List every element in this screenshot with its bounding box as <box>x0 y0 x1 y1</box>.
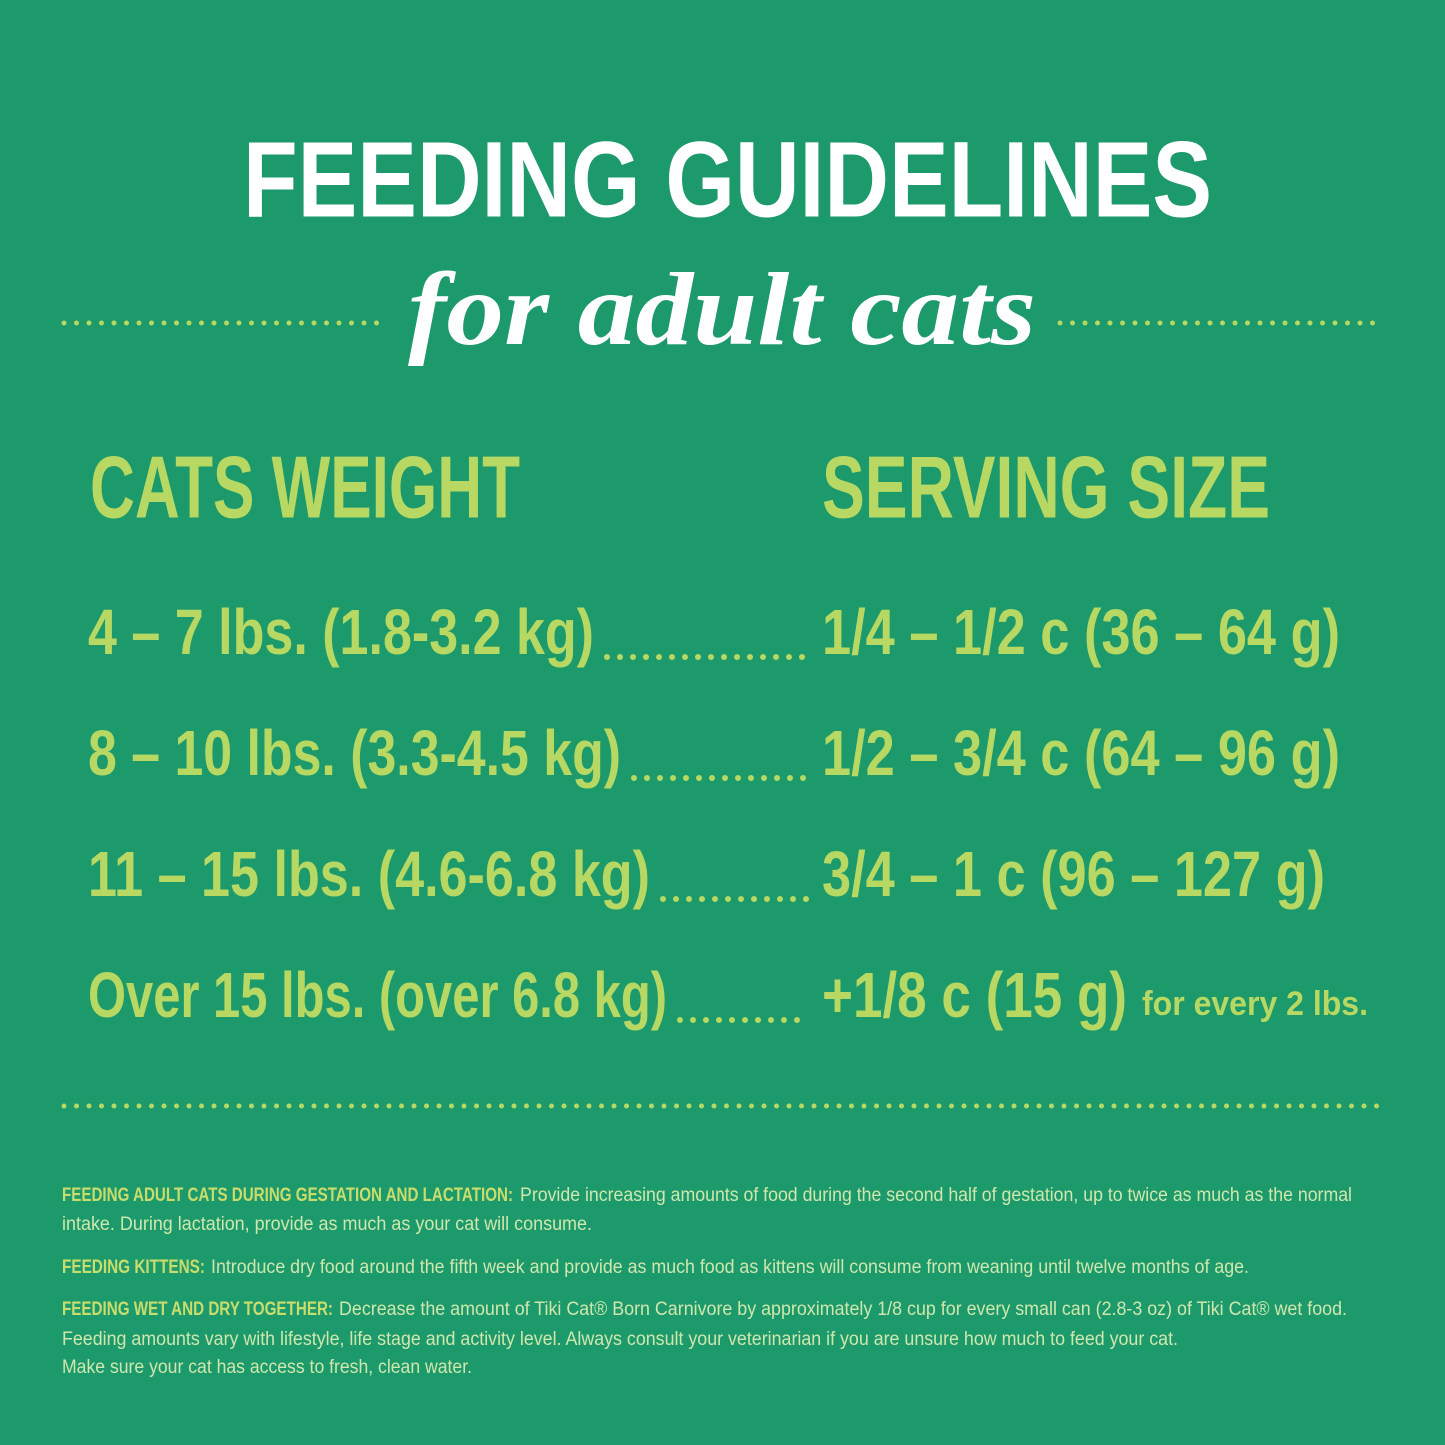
note-text: Make sure your cat has access to fresh, … <box>62 1357 472 1378</box>
note-text: Feeding amounts vary with lifestyle, lif… <box>62 1329 1178 1350</box>
note-label: FEEDING KITTENS: <box>62 1257 205 1278</box>
note-text: intake. During lactation, provide as muc… <box>62 1214 592 1235</box>
column-header: CATS WEIGHT <box>90 437 520 536</box>
column-header: SERVING SIZE <box>822 437 1270 536</box>
serving: 3/4 – 1 c (96 – 127 g) <box>822 838 1325 910</box>
subtitle: for adult cats <box>408 252 1036 367</box>
serving: +1/8 c (15 g) <box>822 959 1127 1031</box>
note-text: Decrease the amount of Tiki Cat® Born Ca… <box>339 1299 1347 1320</box>
note-label: FEEDING WET AND DRY TOGETHER: <box>62 1299 333 1320</box>
serving: 1/4 – 1/2 c (36 – 64 g) <box>822 596 1340 668</box>
note-text: Provide increasing amounts of food durin… <box>520 1185 1352 1206</box>
weight: 8 – 10 lbs. (3.3-4.5 kg) <box>88 717 621 789</box>
title: FEEDING GUIDELINES <box>243 119 1212 240</box>
weight: 4 – 7 lbs. (1.8-3.2 kg) <box>88 596 594 668</box>
note-text: Introduce dry food around the fifth week… <box>211 1257 1249 1278</box>
serving: 1/2 – 3/4 c (64 – 96 g) <box>822 717 1340 789</box>
serving-note: for every 2 lbs. <box>1142 985 1368 1023</box>
weight: Over 15 lbs. (over 6.8 kg) <box>88 959 667 1031</box>
note-label: FEEDING ADULT CATS DURING GESTATION AND … <box>62 1185 513 1206</box>
weight: 11 – 15 lbs. (4.6-6.8 kg) <box>88 838 650 910</box>
